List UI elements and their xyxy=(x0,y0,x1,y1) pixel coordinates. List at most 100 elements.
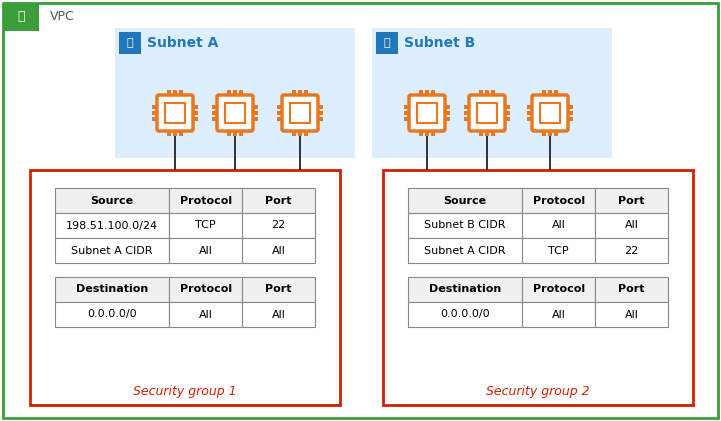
Bar xyxy=(596,188,668,213)
Bar xyxy=(372,28,612,158)
Bar xyxy=(180,90,182,97)
Text: 🔒: 🔒 xyxy=(127,38,133,48)
Bar xyxy=(527,111,534,115)
Bar xyxy=(55,188,169,213)
Bar xyxy=(180,129,182,136)
Bar xyxy=(404,117,411,121)
Bar xyxy=(464,105,471,109)
Text: Protocol: Protocol xyxy=(180,285,232,295)
Bar xyxy=(408,277,523,302)
Bar xyxy=(251,117,258,121)
Bar xyxy=(191,111,198,115)
Bar xyxy=(167,129,171,136)
Bar xyxy=(316,117,323,121)
Bar xyxy=(443,105,450,109)
Bar xyxy=(554,129,558,136)
Bar xyxy=(491,129,495,136)
Bar xyxy=(404,105,411,109)
Bar xyxy=(477,103,497,123)
FancyBboxPatch shape xyxy=(282,95,318,131)
Bar xyxy=(212,117,219,121)
Bar xyxy=(3,3,39,31)
Bar xyxy=(115,28,355,158)
Bar xyxy=(425,90,429,97)
Text: Protocol: Protocol xyxy=(180,195,232,205)
Bar xyxy=(55,213,169,238)
Bar xyxy=(316,111,323,115)
Bar xyxy=(566,117,573,121)
Bar xyxy=(304,90,308,97)
Bar xyxy=(152,111,159,115)
FancyBboxPatch shape xyxy=(157,95,193,131)
Bar xyxy=(376,32,398,54)
Bar xyxy=(596,302,668,327)
Bar xyxy=(523,302,596,327)
Text: Protocol: Protocol xyxy=(533,195,585,205)
Bar xyxy=(119,32,141,54)
Bar xyxy=(548,129,552,136)
Bar xyxy=(277,117,284,121)
Bar xyxy=(548,90,552,97)
Bar xyxy=(227,129,231,136)
Bar xyxy=(464,117,471,121)
Bar xyxy=(503,105,510,109)
Text: All: All xyxy=(199,245,213,256)
Text: VPC: VPC xyxy=(50,11,75,24)
Bar xyxy=(566,111,573,115)
Bar xyxy=(152,105,159,109)
Text: TCP: TCP xyxy=(195,221,216,231)
Bar xyxy=(234,129,236,136)
Bar xyxy=(242,277,315,302)
Text: 198.51.100.0/24: 198.51.100.0/24 xyxy=(66,221,159,231)
Bar xyxy=(464,111,471,115)
Text: TCP: TCP xyxy=(549,245,569,256)
Text: All: All xyxy=(624,309,639,320)
Text: Port: Port xyxy=(619,285,645,295)
Bar xyxy=(408,188,523,213)
Text: 0.0.0.0/0: 0.0.0.0/0 xyxy=(87,309,137,320)
Bar xyxy=(173,90,177,97)
Text: Source: Source xyxy=(91,195,134,205)
FancyBboxPatch shape xyxy=(409,95,445,131)
Bar xyxy=(290,103,310,123)
Bar xyxy=(30,170,340,405)
Bar xyxy=(191,105,198,109)
Bar xyxy=(55,238,169,263)
Text: All: All xyxy=(272,245,286,256)
Bar xyxy=(298,90,302,97)
Text: All: All xyxy=(552,221,566,231)
Bar xyxy=(169,277,242,302)
Bar xyxy=(165,103,185,123)
Bar xyxy=(55,302,169,327)
Bar xyxy=(542,90,546,97)
Text: Protocol: Protocol xyxy=(533,285,585,295)
Text: Security group 2: Security group 2 xyxy=(486,384,590,397)
Text: ⛅: ⛅ xyxy=(17,11,25,24)
Bar xyxy=(173,129,177,136)
Text: Port: Port xyxy=(619,195,645,205)
Bar xyxy=(419,129,423,136)
Bar xyxy=(292,90,296,97)
Text: Subnet B CIDR: Subnet B CIDR xyxy=(425,221,506,231)
Bar xyxy=(417,103,437,123)
Bar xyxy=(251,111,258,115)
Text: 🔒: 🔒 xyxy=(384,38,390,48)
Bar xyxy=(566,105,573,109)
Bar xyxy=(485,129,489,136)
Bar xyxy=(292,129,296,136)
Bar xyxy=(404,111,411,115)
Bar xyxy=(277,105,284,109)
Bar xyxy=(419,90,423,97)
Text: Subnet A CIDR: Subnet A CIDR xyxy=(71,245,153,256)
Bar xyxy=(425,129,429,136)
Bar xyxy=(169,213,242,238)
FancyBboxPatch shape xyxy=(532,95,568,131)
Bar xyxy=(527,105,534,109)
Bar xyxy=(523,277,596,302)
Bar xyxy=(431,129,435,136)
FancyBboxPatch shape xyxy=(217,95,253,131)
Text: Destination: Destination xyxy=(429,285,501,295)
Text: Subnet A CIDR: Subnet A CIDR xyxy=(425,245,506,256)
Text: 22: 22 xyxy=(624,245,639,256)
Bar xyxy=(408,238,523,263)
